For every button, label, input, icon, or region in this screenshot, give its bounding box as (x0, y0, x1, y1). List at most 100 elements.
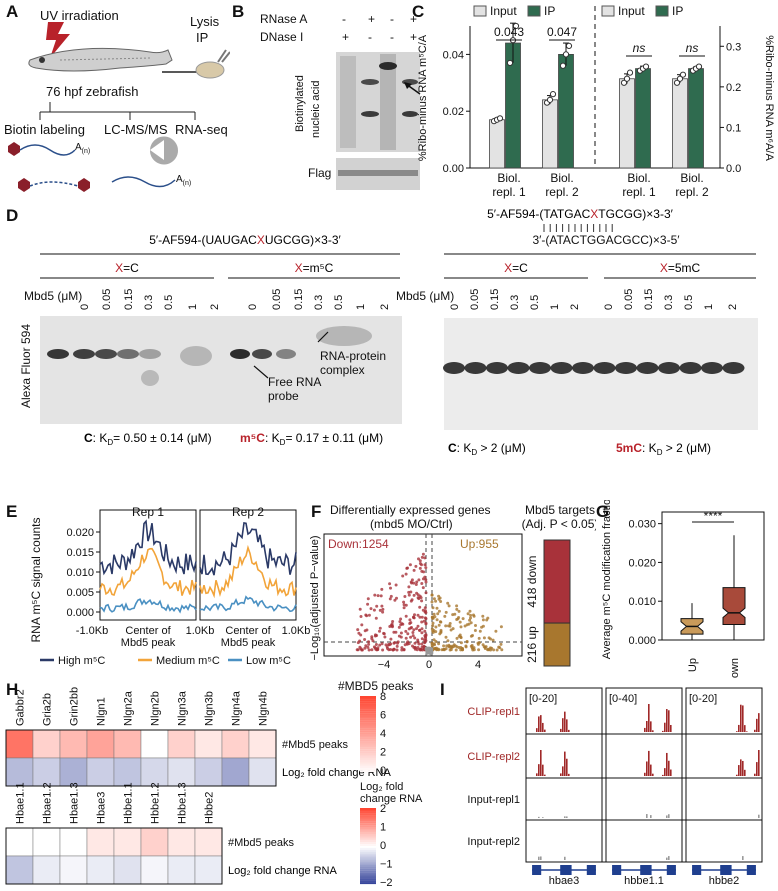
h-cb1-seg (360, 766, 376, 769)
d-free-band (73, 349, 95, 359)
f-point (421, 577, 425, 581)
d-right-seq1: 5′-AF594-(TATGACXTGCGG)×3-3′ (487, 207, 674, 221)
i-signal-bar (740, 759, 742, 776)
c-right-tick-label: 0.2 (726, 82, 741, 94)
h-top-col: Nlgn1 (96, 697, 108, 726)
h-cb1-seg (360, 722, 376, 725)
i-column-frame (685, 687, 763, 863)
i-signal-bar (646, 814, 648, 818)
d-kd-c-name: C (84, 431, 93, 445)
f-point (487, 636, 491, 640)
i-signal-bar (662, 774, 664, 776)
f-point (412, 616, 416, 619)
d-arrow-complex (317, 331, 329, 343)
f-point (459, 625, 463, 629)
f-point (412, 593, 416, 597)
f-point (395, 596, 398, 600)
lysis-tube-icon (195, 61, 225, 79)
f-point (424, 609, 427, 613)
f-point (418, 615, 422, 619)
h-cb1-seg (360, 696, 376, 698)
h-cb1-seg (360, 735, 376, 738)
h-cb2-seg (360, 872, 376, 875)
panel-g: 0.000 0.010 0.020 0.030 Average m⁵C modifica… (596, 493, 778, 686)
h-cb1-seg (360, 749, 376, 752)
e-ytick-label: 0.020 (66, 527, 94, 539)
e-legend-label: Medium m⁵C (156, 655, 220, 667)
f-point (366, 597, 370, 601)
f-point (395, 648, 399, 652)
f-point (498, 646, 502, 650)
h-top-lfc-cell (248, 757, 277, 787)
rnase-sign: - (342, 12, 346, 26)
h-cb1-seg (360, 737, 376, 740)
f-point (394, 583, 398, 587)
f-point (381, 648, 385, 652)
h-cb2-seg (360, 825, 376, 828)
d-band (507, 362, 530, 374)
f-point (364, 644, 368, 648)
h-top-col: Nlgn3a (177, 690, 189, 726)
f-point (402, 600, 406, 604)
h-top-peak-cell (86, 729, 115, 759)
f-point (378, 643, 382, 647)
f-point (402, 606, 406, 610)
c-left-tick-label: 0.02 (443, 106, 464, 118)
f-point (455, 604, 459, 608)
panel-label-h: H (6, 680, 19, 699)
f-point (424, 591, 428, 595)
i-signal-bar (758, 750, 760, 776)
h-bottom-col: Hbbe1.3 (177, 782, 189, 824)
panel-label-b: B (232, 2, 245, 21)
i-signal-bar (668, 856, 670, 860)
c-left-tick-label: 0.00 (443, 163, 464, 175)
h-bottom-col: Hbae1.1 (15, 782, 27, 824)
f-point (466, 612, 470, 616)
f-point (404, 614, 408, 618)
i-signal-bar (662, 730, 664, 732)
f-point (437, 623, 441, 627)
h-cb2-tick: 2 (380, 803, 386, 815)
c-left-ylabel: %Ribo-minus RNA m⁵C/A (417, 34, 429, 161)
e-line-2 (99, 598, 197, 614)
h-top-lfc-cell (32, 757, 61, 787)
f-point (424, 580, 428, 584)
h-cb2-seg (360, 836, 376, 839)
d-right-gel (444, 318, 758, 430)
f-point (372, 608, 376, 612)
c-legend-input: Input (490, 4, 517, 18)
f-point (416, 640, 420, 644)
c-group-label: repl. 2 (675, 185, 709, 199)
panel-label-f: F (311, 502, 322, 521)
h-top-col: Gabbr2 (15, 689, 27, 726)
f-point (367, 648, 371, 652)
h-cb1-seg (360, 699, 376, 702)
h-bottom-lfc-cell (167, 855, 196, 885)
panel-a-schematic (8, 22, 231, 192)
f-point (457, 634, 461, 638)
h-bottom-row-label: Log₂ fold change RNA (228, 865, 338, 877)
h-cb1-seg (360, 741, 376, 744)
e-line-1 (99, 547, 197, 596)
f-point (467, 622, 471, 626)
d-cond: =C (512, 261, 528, 275)
i-signal-bar (666, 709, 668, 732)
h-bottom-peak-cell (167, 827, 196, 857)
f-stack-subtitle: (Adj. P < 0.05) (522, 517, 596, 531)
i-signal-bar (540, 856, 542, 860)
i-signal-bar (742, 856, 744, 860)
f-point (423, 606, 427, 610)
d-kd-c-right: C: KD > 2 (μM) (448, 441, 526, 457)
panel-d-emsa: 5′-AF594-(UAUGACXUGCGG)×3-3′X=C X=m⁵CMbd5… (19, 207, 758, 457)
f-point (418, 562, 422, 565)
f-point (430, 593, 434, 597)
f-point (438, 632, 442, 636)
f-point (432, 612, 436, 616)
f-point (494, 629, 498, 633)
h-cb1-seg (360, 728, 376, 731)
d-conc-label: 0.3 (663, 295, 675, 310)
f-point (389, 594, 393, 598)
g-xtick: Down (729, 658, 741, 678)
f-point (370, 637, 374, 641)
f-point (423, 556, 427, 560)
